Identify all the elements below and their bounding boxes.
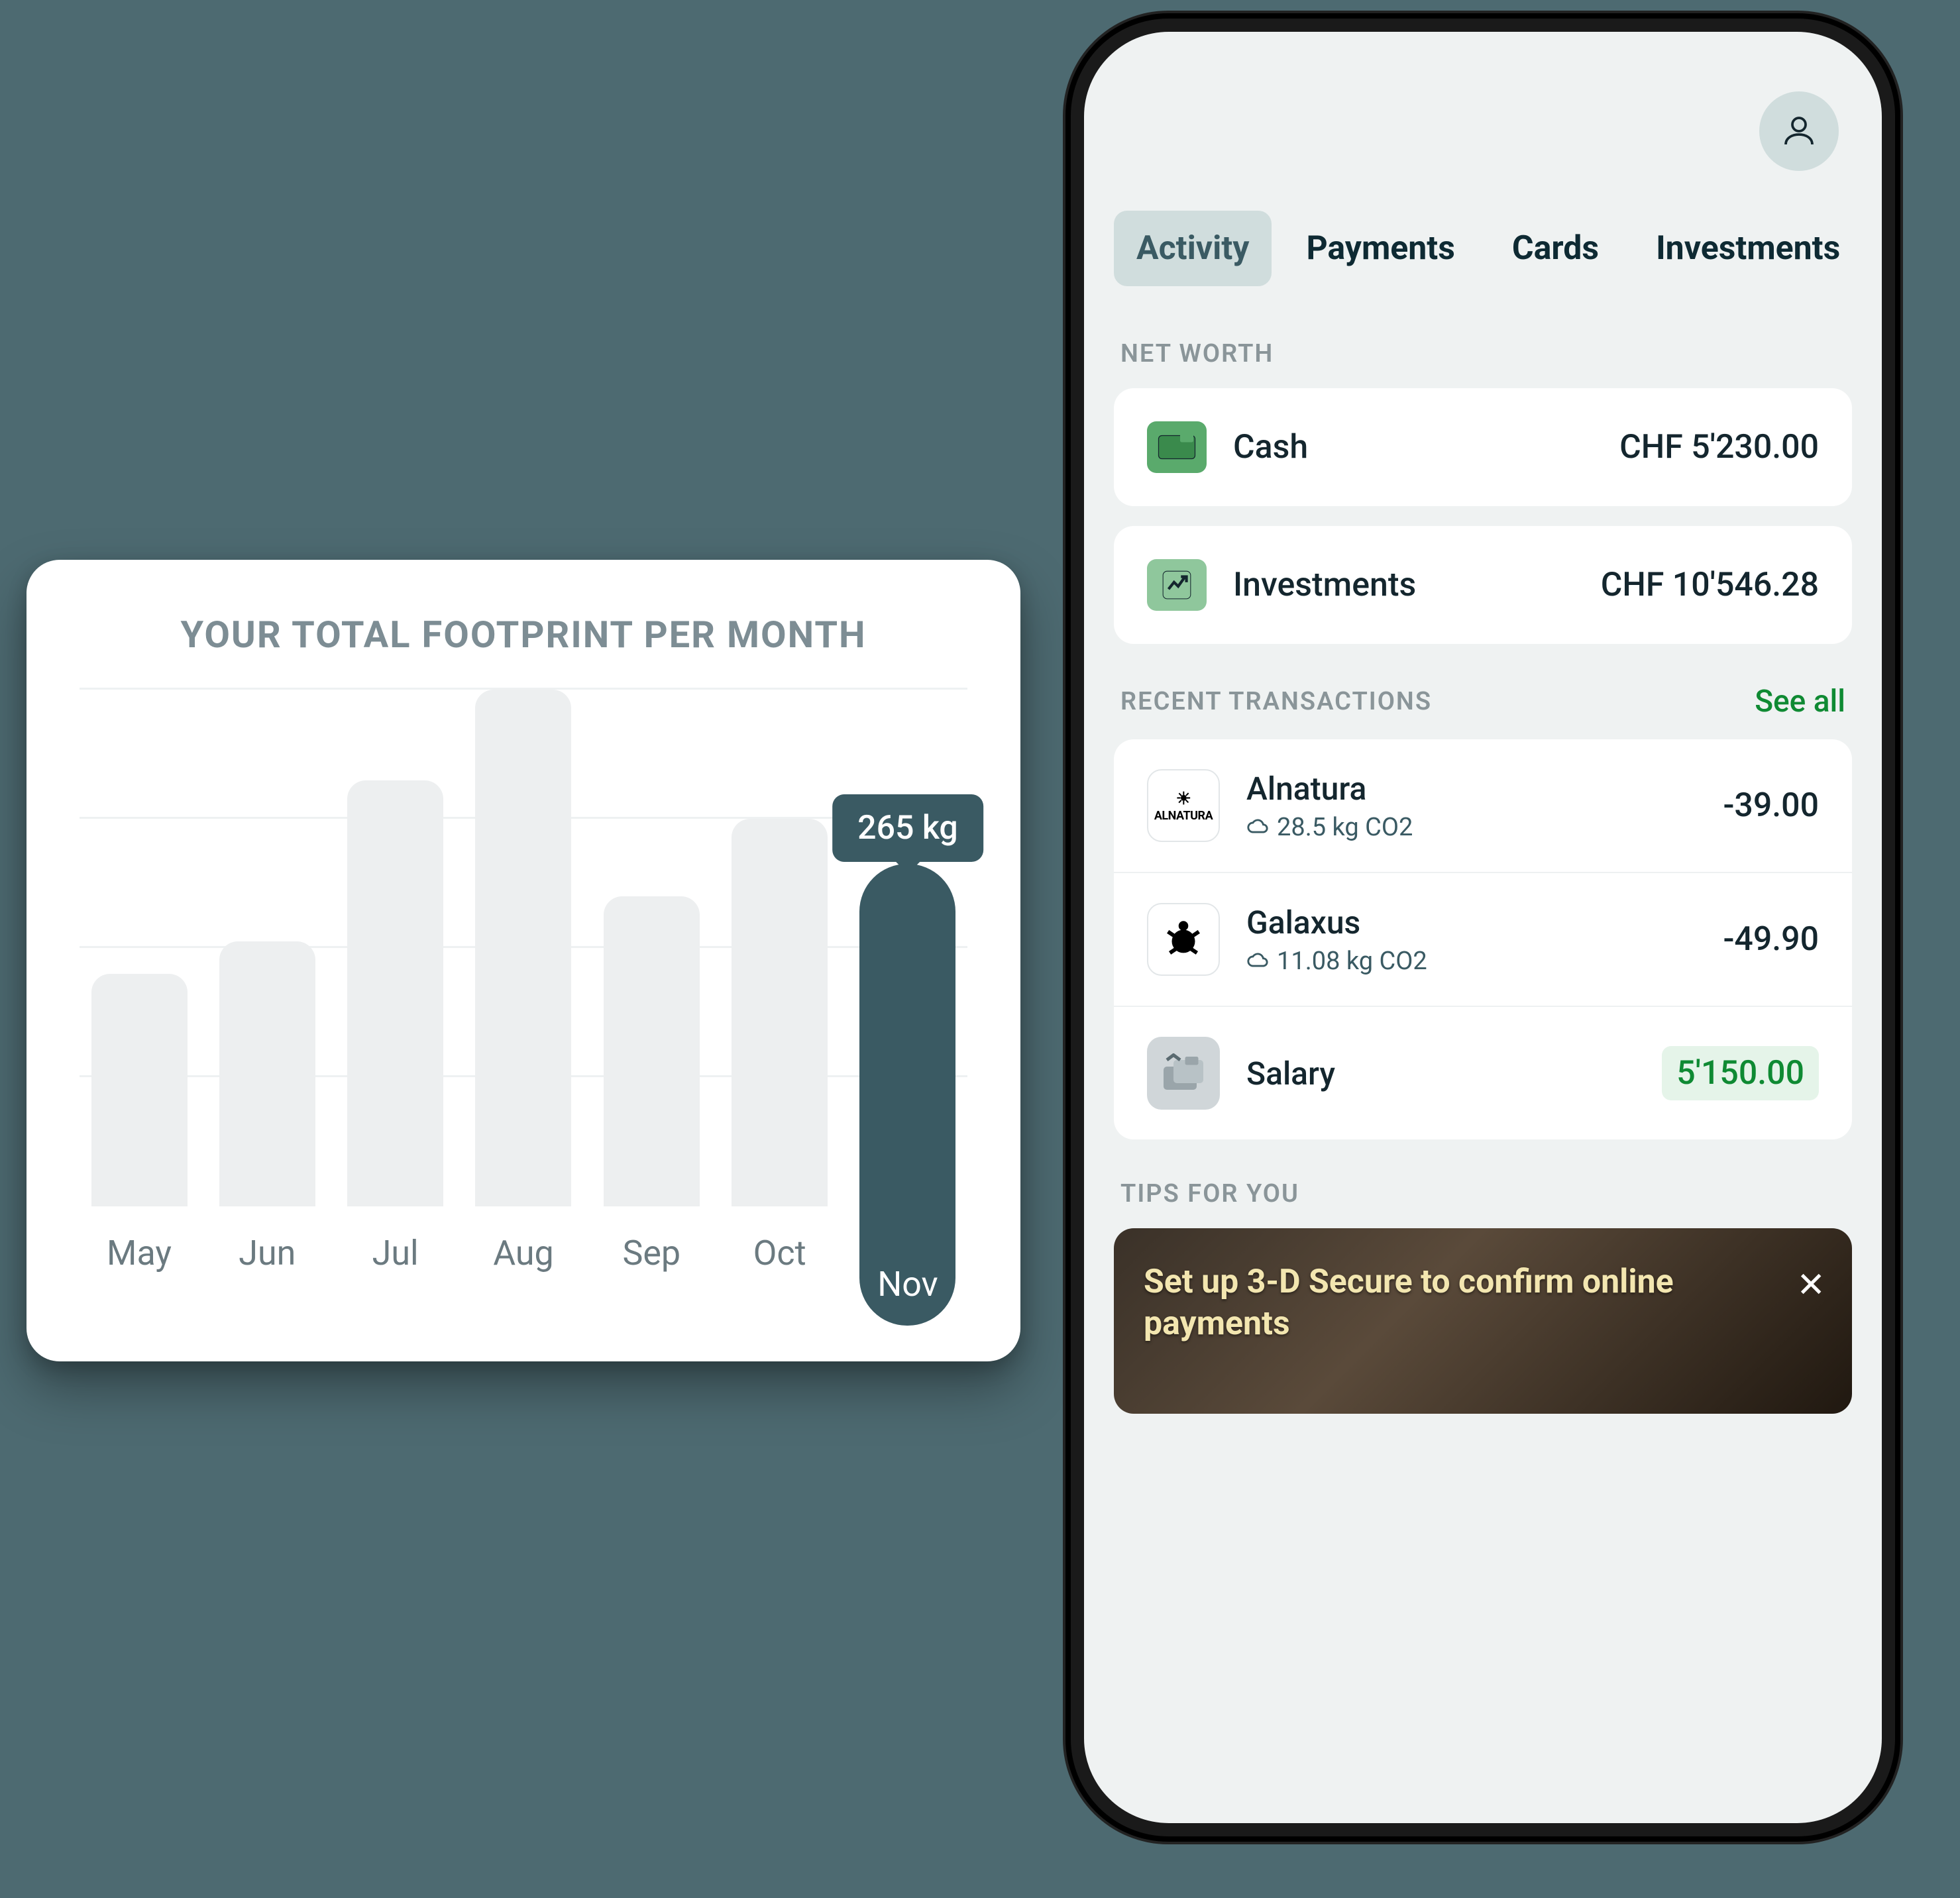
networth-cards: Cash CHF 5'230.00 Investments CHF 10'546.28 xyxy=(1114,388,1852,644)
card-value: CHF 10'546.28 xyxy=(1601,566,1819,604)
bar xyxy=(604,896,700,1206)
chart-tooltip: 265 kg xyxy=(832,794,983,862)
close-icon[interactable]: ✕ xyxy=(1796,1265,1825,1305)
bar-slot[interactable] xyxy=(336,780,455,1207)
cash-icon xyxy=(1147,421,1207,473)
bar-slot[interactable]: 265 kgNov xyxy=(848,864,967,1206)
tip-text: Set up 3-D Secure to confirm online paym… xyxy=(1144,1261,1674,1344)
merchant-name: Salary xyxy=(1246,1055,1335,1092)
merchant-icon: ☀ALNATURA xyxy=(1147,769,1220,842)
bars-row: 265 kgNov xyxy=(80,690,967,1206)
tip-card[interactable]: Set up 3-D Secure to confirm online paym… xyxy=(1114,1228,1852,1414)
bar xyxy=(475,690,571,1206)
bar-label: Aug xyxy=(464,1233,583,1273)
bar-slot[interactable] xyxy=(80,974,199,1206)
card-value: CHF 5'230.00 xyxy=(1619,428,1819,466)
networth-card[interactable]: Cash CHF 5'230.00 xyxy=(1114,388,1852,506)
transaction-amount: 5'150.00 xyxy=(1662,1046,1819,1100)
investments-icon xyxy=(1147,559,1207,611)
footprint-chart-card: YOUR TOTAL FOOTPRINT PER MONTH 265 kgNov… xyxy=(27,560,1020,1361)
tabs: ActivityPaymentsCardsInvestments xyxy=(1114,197,1852,319)
bar xyxy=(347,780,443,1207)
bar-label: Oct xyxy=(720,1233,840,1273)
card-label: Investments xyxy=(1233,566,1416,604)
chart-title: YOUR TOTAL FOOTPRINT PER MONTH xyxy=(66,613,981,657)
phone-screen: ActivityPaymentsCardsInvestments NET WOR… xyxy=(1084,32,1882,1823)
transaction-row[interactable]: Salary 5'150.00 xyxy=(1114,1007,1852,1139)
profile-button[interactable] xyxy=(1759,91,1839,171)
networth-card[interactable]: Investments CHF 10'546.28 xyxy=(1114,526,1852,644)
bar-slot[interactable] xyxy=(720,819,840,1206)
bar-slot[interactable] xyxy=(592,896,711,1206)
tab-activity[interactable]: Activity xyxy=(1114,211,1272,286)
bar-label: May xyxy=(80,1233,199,1273)
transactions-list: ☀ALNATURA Alnatura 28.5 kg CO2 -39.00 Galaxu… xyxy=(1114,739,1852,1139)
transaction-amount: -49.90 xyxy=(1723,920,1819,959)
merchant-name: Galaxus xyxy=(1246,904,1427,941)
cloud-icon xyxy=(1246,950,1269,973)
merchant-icon xyxy=(1147,903,1220,976)
bar-slot[interactable] xyxy=(207,941,327,1206)
profile-icon xyxy=(1779,111,1819,151)
see-all-link[interactable]: See all xyxy=(1755,684,1845,719)
labels-row: MayJunJulAugSepOct xyxy=(80,1220,967,1286)
tips-header: TIPS FOR YOU xyxy=(1120,1179,1845,1208)
transaction-row[interactable]: Galaxus 11.08 kg CO2 -49.90 xyxy=(1114,873,1852,1007)
transaction-row[interactable]: ☀ALNATURA Alnatura 28.5 kg CO2 -39.00 xyxy=(1114,739,1852,873)
bar-label: Jun xyxy=(207,1233,327,1273)
transaction-amount: -39.00 xyxy=(1723,786,1819,825)
merchant-name: Alnatura xyxy=(1246,770,1413,808)
chart-area: 265 kgNov MayJunJulAugSepOct xyxy=(66,690,981,1286)
transaction-sub: 11.08 kg CO2 xyxy=(1246,947,1427,976)
bar xyxy=(91,974,188,1206)
bar-label: Sep xyxy=(592,1233,711,1273)
bar xyxy=(219,941,315,1206)
merchant-icon xyxy=(1147,1037,1220,1110)
tab-cards[interactable]: Cards xyxy=(1490,211,1621,286)
transactions-header-row: RECENT TRANSACTIONS See all xyxy=(1120,684,1845,719)
bar-label: Jul xyxy=(336,1233,455,1273)
phone-frame: ActivityPaymentsCardsInvestments NET WOR… xyxy=(1065,13,1900,1842)
transactions-header: RECENT TRANSACTIONS xyxy=(1120,687,1432,716)
bar-slot[interactable] xyxy=(464,690,583,1206)
bar xyxy=(732,819,828,1206)
transaction-sub: 28.5 kg CO2 xyxy=(1246,813,1413,842)
card-label: Cash xyxy=(1233,428,1308,466)
networth-header: NET WORTH xyxy=(1120,339,1845,368)
profile-row xyxy=(1114,72,1852,197)
tab-payments[interactable]: Payments xyxy=(1283,211,1477,286)
cloud-icon xyxy=(1246,816,1269,839)
tab-investments[interactable]: Investments xyxy=(1633,211,1863,286)
